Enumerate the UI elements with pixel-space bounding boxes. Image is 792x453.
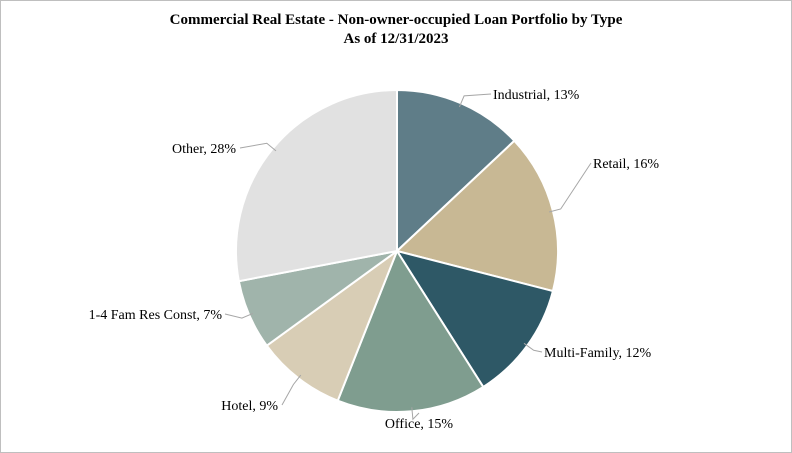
chart-subtitle: As of 12/31/2023 [343, 31, 449, 47]
slice-label-office: Office, 15% [385, 417, 453, 432]
slice-label-other: Other, 28% [172, 142, 236, 157]
slice-label-industrial: Industrial, 13% [493, 88, 580, 103]
leader-line-multi-family [523, 342, 543, 353]
slice-label-multi-family: Multi-Family, 12% [544, 346, 652, 361]
leader-line-other [239, 142, 277, 152]
slice-label-1-4-fam-res-const: 1-4 Fam Res Const, 7% [89, 308, 223, 323]
leader-line-industrial [458, 93, 492, 108]
chart-title: Commercial Real Estate - Non-owner-occup… [169, 12, 623, 28]
leader-line-hotel [281, 374, 302, 406]
leader-line-retail [548, 162, 592, 213]
leader-line-1-4-fam-res-const [224, 312, 254, 319]
slice-label-hotel: Hotel, 9% [221, 399, 278, 414]
leader-line-office [411, 407, 420, 421]
chart-title-block: Commercial Real Estate - Non-owner-occup… [1, 11, 791, 49]
pie-slice-other [235, 88, 398, 283]
slice-label-retail: Retail, 16% [593, 157, 659, 172]
